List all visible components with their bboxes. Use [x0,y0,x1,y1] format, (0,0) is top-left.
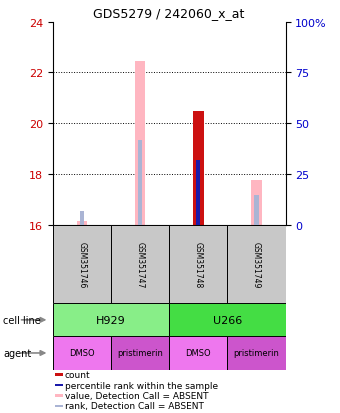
Text: count: count [65,370,90,379]
Text: cell line: cell line [3,315,41,325]
Bar [76,221,87,225]
FancyBboxPatch shape [227,225,286,304]
FancyBboxPatch shape [53,337,111,370]
Text: U266: U266 [213,315,242,325]
Bar [196,161,200,225]
Bar [254,196,258,225]
Text: GSM351749: GSM351749 [252,241,261,287]
Bar [55,405,63,407]
FancyBboxPatch shape [53,225,111,304]
FancyBboxPatch shape [169,337,227,370]
Bar [135,62,145,225]
Title: GDS5279 / 242060_x_at: GDS5279 / 242060_x_at [94,7,245,20]
Bar [251,181,262,225]
Text: H929: H929 [96,315,126,325]
Text: GSM351746: GSM351746 [77,241,86,287]
Bar [80,211,84,225]
FancyBboxPatch shape [111,337,169,370]
FancyBboxPatch shape [53,304,169,337]
Text: value, Detection Call = ABSENT: value, Detection Call = ABSENT [65,391,208,400]
FancyBboxPatch shape [169,225,227,304]
Bar [55,394,63,396]
Text: agent: agent [3,348,32,358]
FancyBboxPatch shape [227,337,286,370]
Bar [138,140,142,225]
Bar [193,111,204,225]
Bar [55,384,63,387]
Text: DMSO: DMSO [185,349,211,358]
FancyBboxPatch shape [169,304,286,337]
Text: rank, Detection Call = ABSENT: rank, Detection Call = ABSENT [65,401,204,410]
FancyBboxPatch shape [111,225,169,304]
Text: GSM351747: GSM351747 [136,241,144,287]
Text: percentile rank within the sample: percentile rank within the sample [65,381,218,389]
Text: pristimerin: pristimerin [117,349,163,358]
Text: pristimerin: pristimerin [234,349,279,358]
Text: GSM351748: GSM351748 [194,241,203,287]
Text: DMSO: DMSO [69,349,95,358]
Bar [55,373,63,376]
